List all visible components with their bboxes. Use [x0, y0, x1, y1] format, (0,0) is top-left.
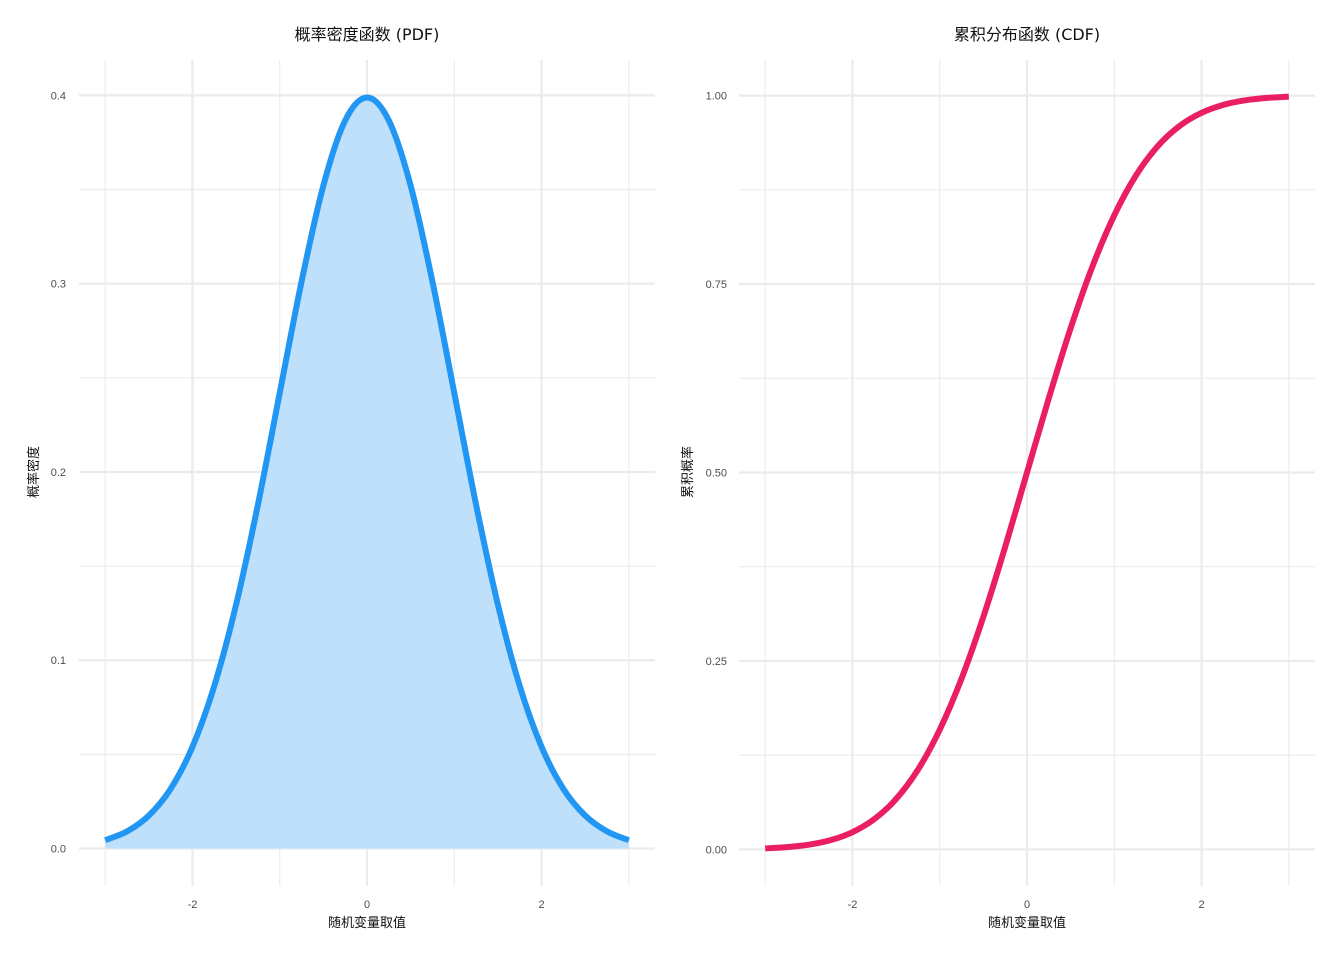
cdf-y-tick-label: 0.50: [706, 468, 727, 480]
cdf-y-axis-title: 累积概率: [680, 446, 696, 498]
pdf-y-tick-labels: 0.0 0.1 0.2 0.3 0.4: [51, 90, 66, 855]
cdf-y-tick-labels: 0.00 0.25 0.50 0.75 1.00: [706, 91, 727, 857]
cdf-x-tick-label: 2: [1198, 899, 1204, 911]
cdf-panel: 0.00 0.25 0.50 0.75 1.00 -2 0 2 累积分布函数 (CDF) 随…: [680, 25, 1315, 931]
pdf-y-tick-label: 0.3: [51, 279, 66, 291]
pdf-x-tick-label: -2: [188, 899, 198, 911]
cdf-gridlines: [739, 60, 1315, 886]
pdf-y-tick-label: 0.2: [51, 467, 66, 479]
pdf-x-tick-label: 2: [538, 899, 544, 911]
cdf-y-tick-label: 1.00: [706, 91, 727, 103]
cdf-x-axis-title: 随机变量取值: [988, 915, 1066, 931]
pdf-panel: 0.0 0.1 0.2 0.3 0.4 -2 0 2 概率密度函数 (PDF) 随机变量取值…: [26, 25, 655, 931]
cdf-chart-title: 累积分布函数 (CDF): [954, 25, 1100, 44]
cdf-y-tick-label: 0.00: [706, 844, 727, 856]
pdf-series-line: [104, 94, 630, 844]
cdf-series-line: [765, 93, 1289, 852]
cdf-y-tick-label: 0.75: [706, 279, 727, 291]
cdf-x-tick-labels: -2 0 2: [848, 899, 1205, 911]
pdf-y-axis-title: 概率密度: [26, 446, 42, 498]
pdf-y-tick-label: 0.4: [51, 90, 66, 102]
cdf-x-tick-label: -2: [848, 899, 858, 911]
pdf-x-tick-label: 0: [364, 899, 370, 911]
pdf-area-fill: [105, 97, 629, 849]
cdf-y-tick-label: 0.25: [706, 656, 727, 668]
pdf-chart-title: 概率密度函数 (PDF): [295, 25, 440, 44]
pdf-x-tick-labels: -2 0 2: [188, 899, 545, 911]
cdf-x-tick-label: 0: [1024, 899, 1030, 911]
pdf-x-axis-title: 随机变量取值: [328, 915, 406, 931]
pdf-y-tick-label: 0.0: [51, 844, 66, 856]
pdf-y-tick-label: 0.1: [51, 655, 66, 667]
cdf-series-layer: [765, 93, 1289, 852]
pdf-series-layer: [104, 94, 630, 849]
